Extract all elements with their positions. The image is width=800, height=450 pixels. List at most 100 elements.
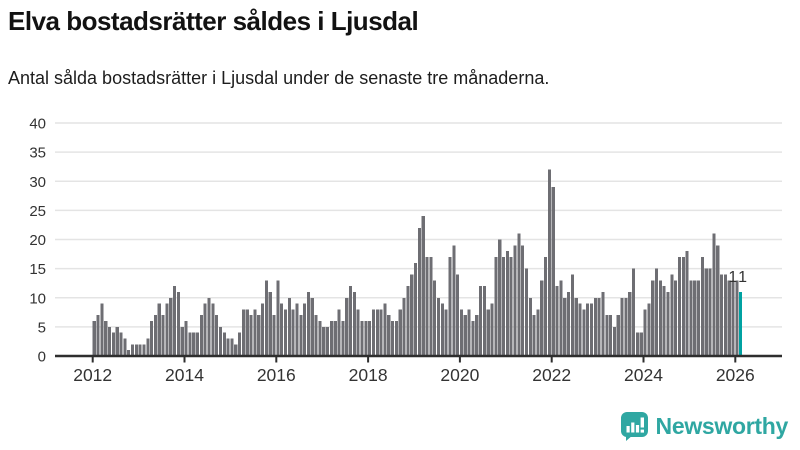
bar bbox=[589, 303, 594, 356]
bar bbox=[723, 274, 727, 356]
bar bbox=[368, 321, 372, 356]
bar bbox=[123, 338, 127, 356]
bar bbox=[188, 332, 192, 356]
bar bbox=[708, 268, 712, 356]
bar bbox=[498, 239, 502, 356]
bar bbox=[414, 262, 418, 356]
y-axis-tick-label: 40 bbox=[29, 116, 46, 133]
bar bbox=[647, 303, 651, 356]
bar bbox=[276, 280, 280, 356]
bar bbox=[570, 274, 574, 356]
bar bbox=[222, 332, 226, 356]
bar bbox=[299, 315, 303, 356]
bar bbox=[609, 315, 613, 356]
bar bbox=[624, 297, 628, 356]
y-axis-tick-label: 15 bbox=[29, 261, 46, 278]
bar bbox=[563, 297, 567, 356]
x-axis-tick-label: 2020 bbox=[440, 365, 479, 385]
y-axis-tick-label: 0 bbox=[38, 349, 46, 366]
bar bbox=[727, 280, 731, 356]
bar bbox=[138, 344, 142, 356]
bar bbox=[410, 274, 414, 356]
bar-highlighted bbox=[739, 291, 743, 356]
bar bbox=[394, 321, 398, 356]
bar bbox=[628, 291, 632, 356]
bar bbox=[639, 332, 643, 356]
bar bbox=[620, 297, 624, 356]
bar bbox=[291, 309, 295, 356]
bar bbox=[203, 303, 207, 356]
bar bbox=[157, 303, 161, 356]
bar bbox=[218, 326, 223, 356]
bar bbox=[658, 280, 662, 356]
bar bbox=[605, 315, 609, 356]
bar bbox=[524, 268, 529, 356]
bar bbox=[716, 245, 720, 356]
page-title: Elva bostadsrätter såldes i Ljusdal bbox=[8, 6, 419, 36]
bar bbox=[402, 297, 406, 356]
bar bbox=[494, 256, 498, 356]
newsworthy-logo-icon bbox=[620, 412, 648, 441]
bar bbox=[704, 268, 708, 356]
bar bbox=[693, 280, 697, 356]
bar bbox=[398, 309, 402, 356]
bar bbox=[456, 274, 460, 356]
bar bbox=[329, 321, 333, 356]
bar bbox=[482, 286, 486, 356]
bar bbox=[544, 256, 548, 356]
bar bbox=[406, 286, 410, 356]
bar bbox=[322, 326, 326, 356]
y-axis-tick-label: 25 bbox=[29, 203, 46, 220]
bar bbox=[371, 309, 376, 356]
newsworthy-logo[interactable]: Newsworthy bbox=[620, 411, 788, 441]
bar bbox=[195, 332, 200, 356]
bar bbox=[433, 280, 437, 356]
bar bbox=[475, 315, 479, 356]
bar bbox=[417, 227, 421, 356]
bar bbox=[666, 291, 670, 356]
bar bbox=[720, 274, 724, 356]
bar bbox=[134, 344, 138, 356]
bar bbox=[199, 315, 203, 356]
bar bbox=[463, 315, 467, 356]
bar bbox=[551, 187, 555, 356]
bar bbox=[360, 321, 364, 356]
bar bbox=[459, 309, 463, 356]
bar bbox=[651, 280, 655, 356]
bar bbox=[283, 309, 288, 356]
bar bbox=[712, 233, 716, 356]
bar bbox=[215, 315, 219, 356]
bar bbox=[130, 344, 135, 356]
bar bbox=[92, 321, 96, 356]
bar bbox=[337, 309, 341, 356]
bar bbox=[352, 291, 356, 356]
bar bbox=[567, 291, 571, 356]
bar bbox=[689, 280, 693, 356]
bar bbox=[674, 280, 678, 356]
bar bbox=[173, 286, 177, 356]
bar bbox=[383, 303, 387, 356]
bar bbox=[234, 344, 238, 356]
bar bbox=[207, 297, 211, 356]
bar bbox=[245, 309, 249, 356]
bar bbox=[597, 297, 601, 356]
bar bbox=[486, 309, 490, 356]
bar bbox=[226, 338, 230, 356]
newsworthy-logo-text: Newsworthy bbox=[655, 412, 789, 439]
bar bbox=[421, 216, 425, 356]
bar bbox=[375, 309, 379, 356]
y-axis-tick-label: 20 bbox=[29, 232, 46, 249]
bar bbox=[547, 169, 551, 356]
bar bbox=[513, 245, 517, 356]
bar bbox=[616, 315, 620, 356]
bar bbox=[211, 303, 215, 356]
bar bbox=[700, 256, 704, 356]
bar bbox=[662, 286, 666, 356]
bar bbox=[264, 280, 268, 356]
bar bbox=[176, 291, 180, 356]
bar bbox=[635, 332, 639, 356]
bar bbox=[731, 280, 735, 356]
bar bbox=[471, 321, 475, 356]
bar bbox=[287, 297, 291, 356]
